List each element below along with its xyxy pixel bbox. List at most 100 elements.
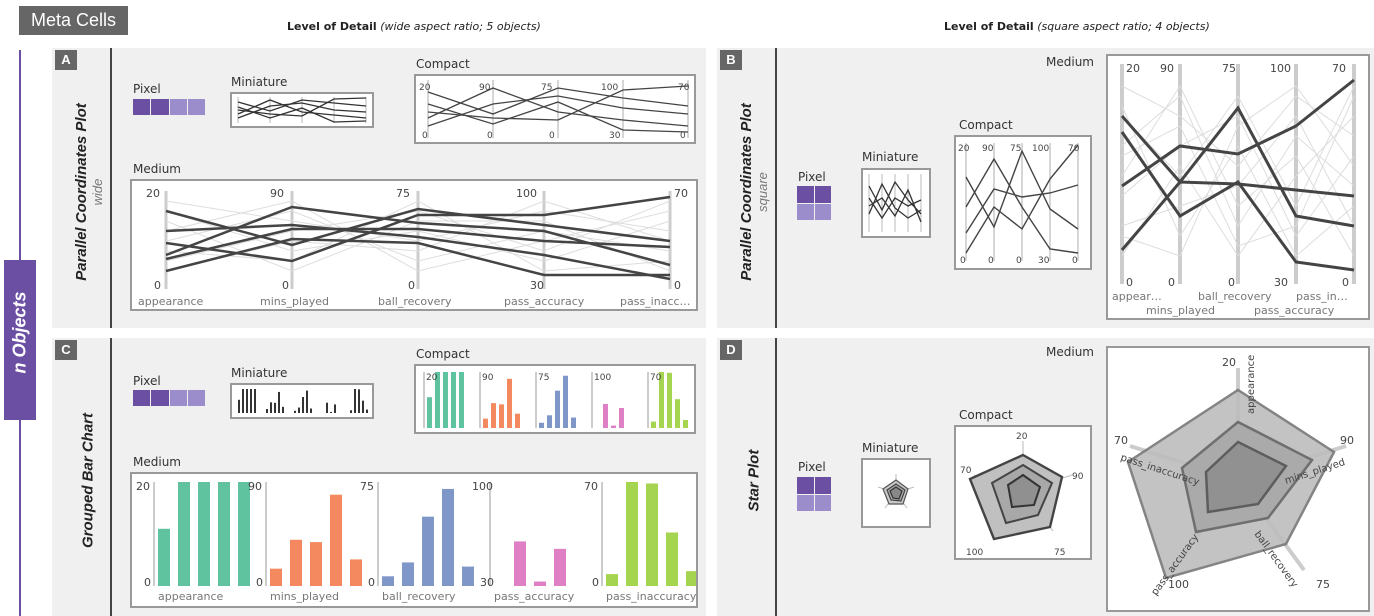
star-label: appearance <box>1246 355 1257 414</box>
axis-min: 0 <box>408 279 415 292</box>
bar-axis-max: 20 <box>136 480 150 493</box>
axis-max: 20 <box>419 83 431 93</box>
axis-max: 20 <box>1126 62 1140 75</box>
axis-min: 0 <box>1342 276 1349 289</box>
bar-category-label: pass_inaccuracy <box>606 590 696 603</box>
panel-d-title: Star Plot <box>746 381 763 581</box>
lod-header-left: Level of Detail (wide aspect ratio; 5 ob… <box>287 20 541 33</box>
axis-max: 100 <box>601 83 618 93</box>
axis-max: 75 <box>541 83 552 93</box>
axis-min: 0 <box>960 256 966 266</box>
bar-category-label: pass_accuracy <box>494 590 575 603</box>
bar-pass_inaccuracy-3 <box>666 532 678 586</box>
bar-appearance-2 <box>246 389 248 413</box>
bar-axis-max: 75 <box>360 480 374 493</box>
bar-ball_recovery-4 <box>571 417 576 428</box>
axis-min: 0 <box>549 131 555 141</box>
bar-axis-max: 100 <box>472 480 493 493</box>
axis-max: 70 <box>1332 62 1346 75</box>
panel-c-medium-label: Medium <box>133 455 181 469</box>
axis-min: 0 <box>422 131 428 141</box>
panel-c-separator <box>110 338 112 616</box>
lod-header-right: Level of Detail (square aspect ratio; 4 … <box>944 20 1210 33</box>
panel-a-title-text: Parallel Coordinates Plot <box>73 103 90 281</box>
panel-b-title: Parallel Coordinates Plot square <box>738 92 770 292</box>
bar-mins_played-4 <box>282 406 284 413</box>
panel-d-miniature-label: Miniature <box>862 441 919 455</box>
bar-axis-min: 0 <box>368 576 375 589</box>
pixel-cell <box>187 99 205 115</box>
axis-max: 90 <box>270 187 284 200</box>
panel-c-miniature-label: Miniature <box>231 366 288 380</box>
bar-pass_accuracy-2 <box>611 425 616 428</box>
panel-c-compact-bars: 20 90 75 100 70 <box>423 372 688 428</box>
pixel-cell <box>187 390 205 406</box>
panel-b-medium-svg: 20 90 75 100 70 0 0 0 30 0 appear… ball_… <box>1112 62 1356 317</box>
panel-c-medium-bars: 20 0 appearance 90 0 mins_played 75 0 ball_recov… <box>136 480 698 603</box>
bar-mins_played-1 <box>270 402 272 413</box>
panel-b-compact: 20 90 75 100 70 0 0 0 30 0 <box>954 135 1092 270</box>
axis-max: 75 <box>1222 62 1236 75</box>
bar-pass_accuracy-1 <box>603 404 608 428</box>
bar-mins_played-2 <box>499 404 504 428</box>
bar-axis-min: 0 <box>592 576 599 589</box>
panel-c-pixel-cells <box>133 390 205 406</box>
axis-min: 0 <box>1168 276 1175 289</box>
bar-axis-min: 0 <box>256 576 263 589</box>
bar-mins_played-2 <box>274 402 276 413</box>
axis-max: 75 <box>396 187 410 200</box>
bar-axis-max: 70 <box>584 480 598 493</box>
panel-a-compact-svg: 20 90 75 100 70 0 0 0 30 0 <box>419 80 690 141</box>
axis-min: 30 <box>1038 256 1050 266</box>
bar-pass_inaccuracy-2 <box>646 483 658 586</box>
panel-b-title-text: Parallel Coordinates Plot <box>738 103 755 281</box>
lod-right-italic: (square aspect ratio; 4 objects) <box>1037 20 1210 33</box>
pixel-cell <box>814 477 831 494</box>
pixel-cell <box>797 203 814 220</box>
axis-max: 90 <box>479 83 491 93</box>
axis-max: 70 <box>678 83 690 93</box>
bar-ball_recovery-3 <box>306 390 308 413</box>
bar-axis-max: 75 <box>538 373 549 383</box>
axis-min: 0 <box>680 131 686 141</box>
bar-axis-max: 70 <box>650 373 662 383</box>
bar-ball_recovery-0 <box>294 410 296 413</box>
pixel-cell <box>169 390 187 406</box>
bar-mins_played-3 <box>278 391 280 413</box>
panel-a-medium-label: Medium <box>133 162 181 176</box>
panel-d-compact-label: Compact <box>959 408 1013 422</box>
panel-c-letter: C <box>55 340 77 360</box>
panel-a-pixel-cells <box>133 99 205 115</box>
axis-max: 100 <box>516 187 537 200</box>
bar-ball_recovery-1 <box>402 562 414 586</box>
panel-b-separator <box>775 48 777 328</box>
axis-label: mins_played <box>1146 304 1215 317</box>
pixel-cell <box>814 494 831 511</box>
bar-ball_recovery-3 <box>563 375 568 428</box>
axis-max: 70 <box>674 187 688 200</box>
axis-label: appear… <box>1112 290 1162 303</box>
panel-b-miniature-svg <box>868 174 922 232</box>
panel-c-medium: 20 0 appearance 90 0 mins_played 75 0 ball_recov… <box>130 472 698 608</box>
axis-min: 30 <box>1274 276 1288 289</box>
bar-axis-min: 0 <box>144 576 151 589</box>
panel-a-miniature-label: Miniature <box>231 75 288 89</box>
bar-appearance-0 <box>158 528 170 586</box>
axis-max: 20 <box>1222 356 1236 369</box>
pixel-cell <box>133 390 151 406</box>
panel-d-separator <box>775 338 777 616</box>
panel-b-pixel-label: Pixel <box>798 170 826 184</box>
axis-label: pass_inacc… <box>620 295 691 308</box>
bar-axis-min: 30 <box>480 576 494 589</box>
bar-ball_recovery-3 <box>442 488 454 586</box>
bar-pass_inaccuracy-4 <box>686 571 698 586</box>
panel-d-pixel-cells <box>797 477 831 511</box>
bar-mins_played-4 <box>515 413 520 428</box>
axis-label: appearance <box>138 295 203 308</box>
bar-pass_inaccuracy-3 <box>675 399 680 428</box>
bar-axis-max: 20 <box>426 373 438 383</box>
pixel-cell <box>797 186 814 203</box>
axis-max: 90 <box>1072 472 1084 482</box>
panel-a-medium-svg: 20 90 75 100 70 0 0 0 30 0 appearance mi… <box>138 187 691 308</box>
axis-max: 20 <box>146 187 160 200</box>
